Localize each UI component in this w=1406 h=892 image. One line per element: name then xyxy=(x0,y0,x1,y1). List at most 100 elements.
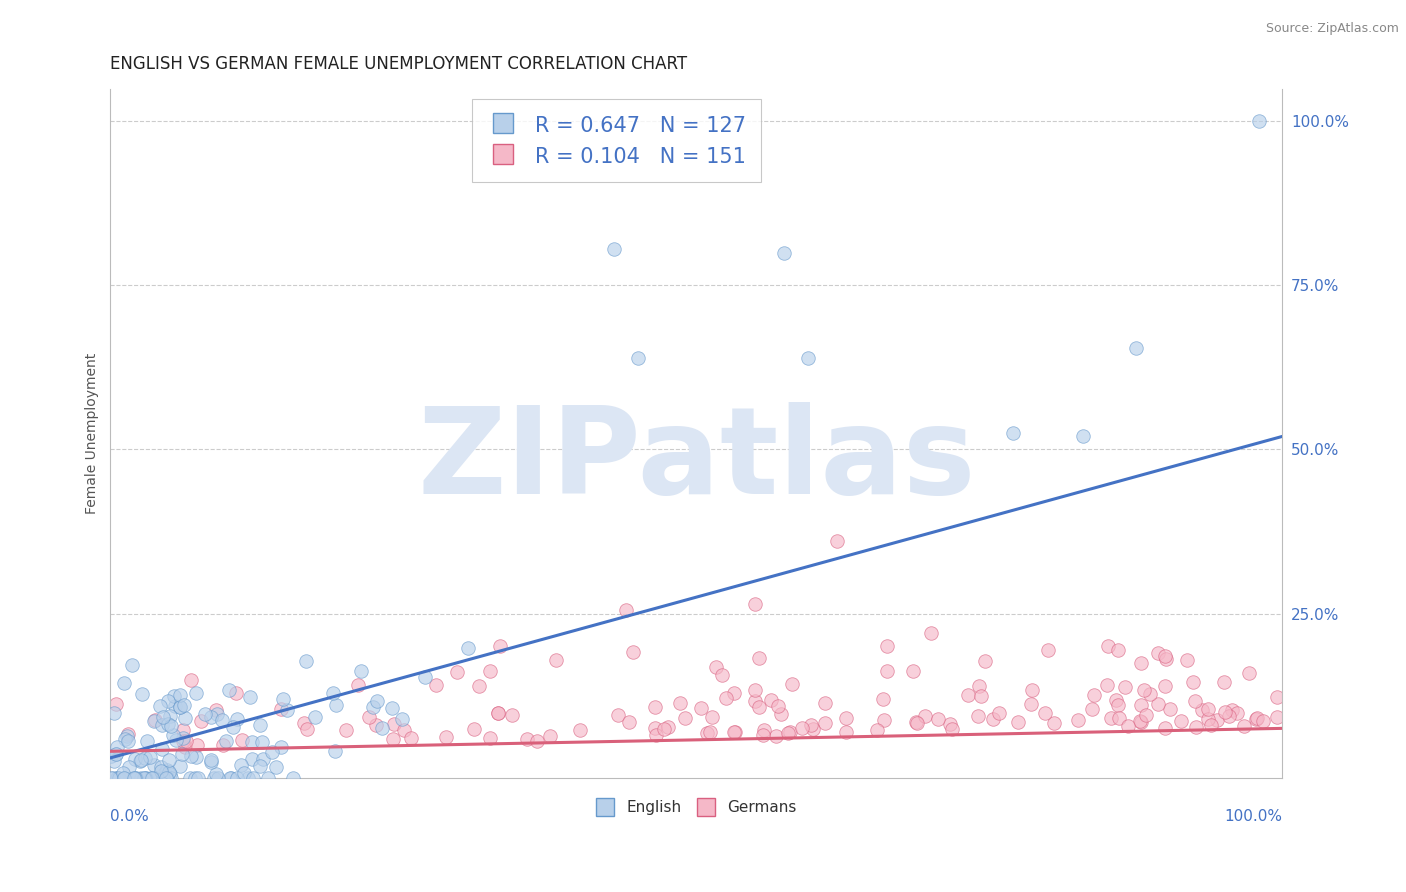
Point xyxy=(769,706,792,721)
Point xyxy=(905,714,928,729)
Point xyxy=(226,713,249,727)
Point xyxy=(1265,690,1288,704)
Point xyxy=(271,692,294,706)
Point xyxy=(156,771,179,785)
Point xyxy=(139,750,162,764)
Point xyxy=(696,726,718,740)
Point xyxy=(1108,710,1130,724)
Point xyxy=(361,699,384,714)
Text: ENGLISH VS GERMAN FEMALE UNEMPLOYMENT CORRELATION CHART: ENGLISH VS GERMAN FEMALE UNEMPLOYMENT CO… xyxy=(111,55,688,73)
Point xyxy=(105,739,128,754)
Point xyxy=(478,731,501,745)
Point xyxy=(304,710,326,724)
Point xyxy=(744,683,766,698)
Point xyxy=(1191,702,1213,716)
Point xyxy=(1182,675,1205,690)
Point xyxy=(252,752,274,766)
Point xyxy=(357,710,380,724)
Point xyxy=(162,728,184,742)
Point xyxy=(165,698,187,713)
Point xyxy=(117,734,139,748)
Point xyxy=(1184,720,1206,734)
Point xyxy=(457,640,479,655)
Point xyxy=(776,725,799,739)
Point xyxy=(627,351,650,365)
Point xyxy=(1175,653,1198,667)
Point xyxy=(652,722,675,736)
Point xyxy=(163,689,186,703)
Legend: English, Germans: English, Germans xyxy=(591,795,803,822)
Point xyxy=(1105,693,1128,707)
Point xyxy=(983,712,1005,726)
Point xyxy=(256,771,278,785)
Point xyxy=(129,771,152,785)
Point xyxy=(957,688,980,702)
Y-axis label: Female Unemployment: Female Unemployment xyxy=(86,352,100,514)
Point xyxy=(723,725,745,739)
Point xyxy=(1130,698,1153,713)
Point xyxy=(117,727,139,741)
Point xyxy=(180,748,202,763)
Point xyxy=(724,724,747,739)
Point xyxy=(1154,649,1177,664)
Point xyxy=(200,710,222,724)
Point xyxy=(194,706,217,721)
Point xyxy=(186,749,208,764)
Point xyxy=(927,713,949,727)
Point xyxy=(134,750,156,764)
Point xyxy=(118,760,141,774)
Point xyxy=(486,706,509,720)
Point xyxy=(205,706,228,721)
Point xyxy=(229,758,252,772)
Point xyxy=(169,700,191,714)
Point xyxy=(768,698,790,713)
Point xyxy=(700,710,723,724)
Point xyxy=(425,678,447,692)
Point xyxy=(169,688,191,702)
Point xyxy=(295,654,318,668)
Point xyxy=(1170,714,1192,728)
Point xyxy=(876,664,898,678)
Point xyxy=(988,706,1011,720)
Point xyxy=(156,763,179,777)
Point xyxy=(382,717,405,731)
Point xyxy=(941,722,963,736)
Point xyxy=(1001,426,1024,441)
Text: Source: ZipAtlas.com: Source: ZipAtlas.com xyxy=(1265,22,1399,36)
Point xyxy=(122,771,145,785)
Point xyxy=(104,747,127,761)
Point xyxy=(1036,642,1059,657)
Point xyxy=(124,771,146,785)
Point xyxy=(155,771,177,785)
Point xyxy=(814,716,837,731)
Point xyxy=(173,698,195,712)
Point xyxy=(157,693,180,707)
Point xyxy=(1130,656,1153,670)
Point xyxy=(1154,679,1177,693)
Point xyxy=(938,716,960,731)
Point xyxy=(621,645,644,659)
Point xyxy=(240,752,263,766)
Point xyxy=(1081,702,1104,716)
Point xyxy=(773,245,796,260)
Point xyxy=(1265,709,1288,723)
Point xyxy=(526,734,548,748)
Point xyxy=(131,686,153,700)
Point xyxy=(143,714,166,728)
Point xyxy=(160,771,183,785)
Point xyxy=(350,664,373,678)
Point xyxy=(122,771,145,785)
Point xyxy=(748,651,770,665)
Point xyxy=(160,719,183,733)
Point xyxy=(142,771,165,785)
Point xyxy=(150,742,173,756)
Point xyxy=(157,765,180,780)
Point xyxy=(239,690,262,705)
Point xyxy=(322,686,344,700)
Point xyxy=(790,722,813,736)
Point xyxy=(463,723,485,737)
Point xyxy=(112,771,135,785)
Point xyxy=(1244,712,1267,726)
Point xyxy=(112,771,135,785)
Point xyxy=(1097,640,1119,654)
